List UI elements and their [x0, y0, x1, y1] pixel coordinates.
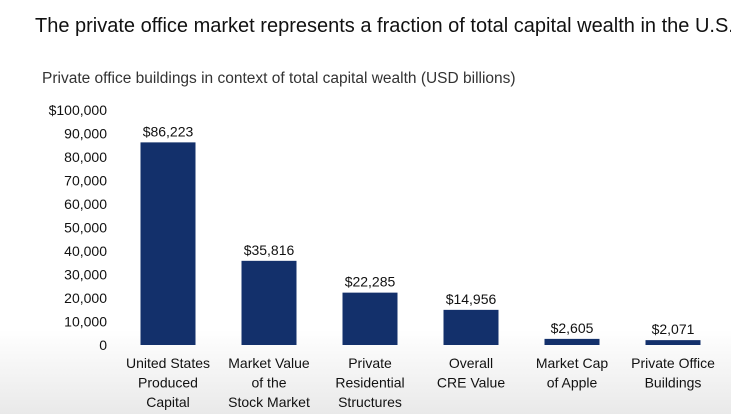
y-tick-label: 0 — [99, 337, 107, 353]
y-tick-label: 20,000 — [64, 290, 107, 306]
data-label: $14,956 — [446, 291, 497, 307]
bar — [342, 292, 398, 345]
x-category-label: Overall — [449, 355, 493, 371]
data-label: $86,223 — [143, 123, 194, 139]
x-category-label: United States — [126, 355, 210, 371]
x-category-label: Private — [348, 355, 392, 371]
y-tick-label: 30,000 — [64, 267, 107, 283]
bar — [443, 309, 499, 345]
data-label: $35,816 — [244, 242, 295, 258]
x-category-label: CRE Value — [437, 375, 505, 391]
x-category-label: Stock Market — [228, 394, 310, 410]
y-tick-label: 40,000 — [64, 243, 107, 259]
x-category-label: Buildings — [645, 375, 702, 391]
x-category-label: Structures — [338, 394, 402, 410]
x-category-label: Capital — [146, 394, 190, 410]
y-tick-label: 50,000 — [64, 220, 107, 236]
y-tick-label: 80,000 — [64, 149, 107, 165]
y-tick-label: 60,000 — [64, 196, 107, 212]
bar — [544, 338, 600, 345]
page-title: The private office market represents a f… — [35, 15, 731, 37]
x-category-label: of Apple — [547, 375, 598, 391]
y-tick-label: 90,000 — [64, 126, 107, 142]
y-tick-label: $100,000 — [49, 102, 108, 118]
x-category-label: Produced — [138, 375, 198, 391]
bar — [140, 142, 196, 345]
data-label: $22,285 — [345, 274, 396, 290]
bar — [645, 340, 701, 345]
x-category-label: Residential — [335, 375, 404, 391]
bar — [241, 260, 297, 345]
data-label: $2,071 — [652, 321, 695, 337]
chart-title: Private office buildings in context of t… — [42, 70, 516, 87]
y-tick-label: 70,000 — [64, 173, 107, 189]
y-tick-label: 10,000 — [64, 314, 107, 330]
x-category-label: of the — [251, 375, 286, 391]
x-category-label: Market Cap — [536, 355, 609, 371]
x-category-label: Private Office — [631, 355, 715, 371]
x-category-label: Market Value — [228, 355, 310, 371]
data-label: $2,605 — [551, 320, 594, 336]
